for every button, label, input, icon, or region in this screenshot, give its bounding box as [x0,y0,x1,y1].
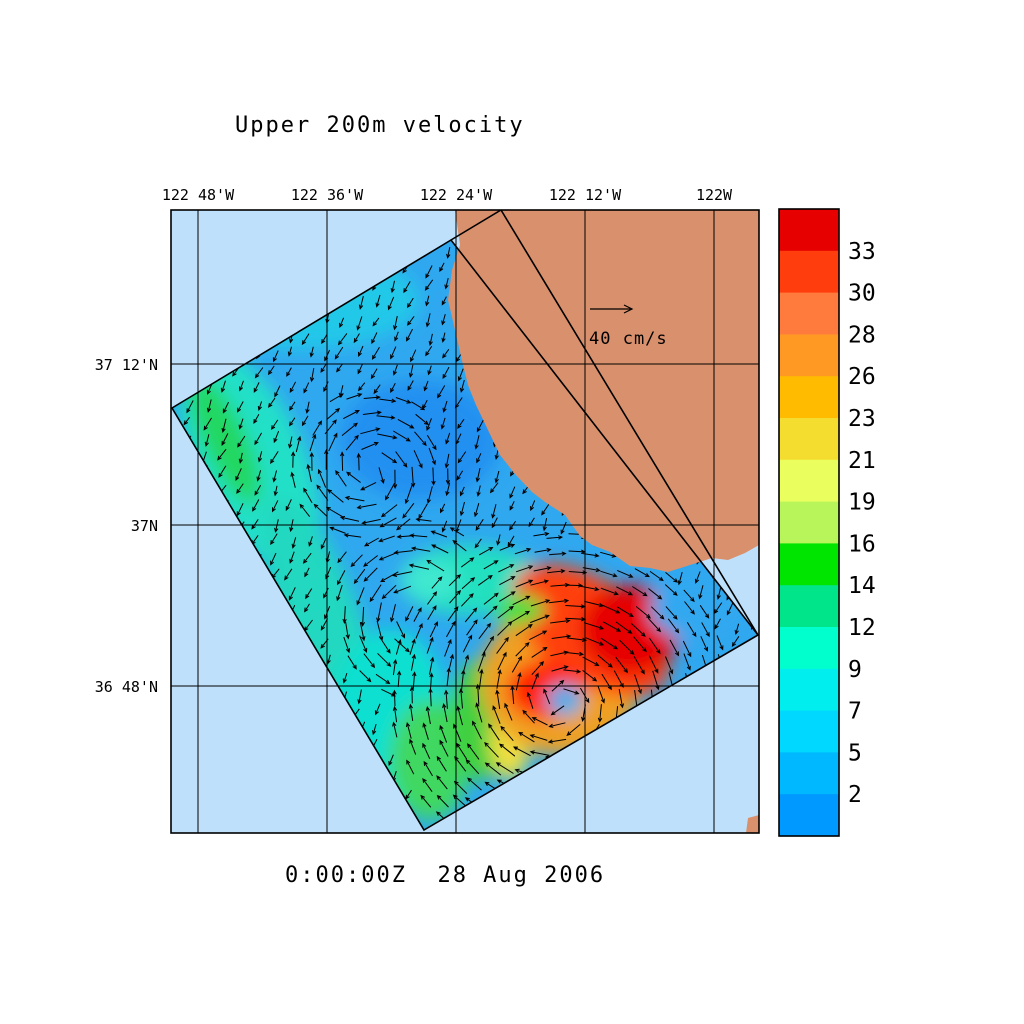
colorbar-label: 2 [848,782,862,808]
colorbar-label: 33 [848,239,876,265]
colorbar-swatch [779,292,839,335]
colorbar-frame [778,208,840,837]
scale-arrow-label: 40 cm/s [589,329,668,349]
timestamp-label: 0:00:00Z 28 Aug 2006 [285,863,605,888]
lon-label: 122 12'W [549,186,622,204]
lon-label: 122W [696,186,733,204]
land-area [448,210,759,572]
lat-label: 37N [131,517,158,535]
colorbar-label: 7 [848,699,862,725]
colorbar-swatches [779,209,839,837]
longitude-labels: 122 48'W 122 36'W 122 24'W 122 12'W 122W [162,186,733,204]
colorbar-label: 14 [848,573,876,599]
graticule [171,210,759,833]
lon-label: 122 48'W [162,186,235,204]
colorbar-swatch [779,334,839,377]
colorbar-swatch [779,209,839,252]
colorbar-swatch [779,418,839,461]
colorbar-label: 26 [848,364,876,390]
lat-label: 36 48'N [95,678,158,696]
colorbar-label: 5 [848,740,862,766]
colorbar-swatch [779,459,839,503]
colorbar-label: 21 [848,448,876,474]
colorbar-swatch [779,376,839,419]
colorbar-swatch [779,543,839,586]
colorbar-swatch [779,250,839,294]
scale-arrow [590,304,634,314]
domain-outline-extension [450,210,502,241]
colorbar-label: 30 [848,281,876,307]
latitude-labels: 37 12'N 37N 36 48'N [95,356,158,696]
land-area-small [746,815,759,833]
colorbar: 33 30 28 26 23 21 19 16 14 12 9 7 5 2 [778,208,876,837]
colorbar-swatch [779,627,839,670]
colorbar-swatch [779,585,839,628]
lon-label: 122 24'W [420,186,493,204]
domain-outline-extension [500,210,759,636]
colorbar-swatch [779,752,839,795]
colorbar-swatch [779,668,839,712]
colorbar-label: 23 [848,406,876,432]
map-panel: 40 cm/s [171,210,759,833]
map-title: Upper 200m velocity [235,113,525,138]
lat-label: 37 12'N [95,356,158,374]
colorbar-swatch [779,501,839,544]
colorbar-label: 9 [848,657,862,683]
colorbar-label: 19 [848,490,876,516]
colorbar-swatch [779,710,839,753]
colorbar-label: 16 [848,531,876,557]
map-frame [170,209,760,834]
colorbar-label: 12 [848,615,876,641]
colorbar-labels: 33 30 28 26 23 21 19 16 14 12 9 7 5 2 [848,239,876,808]
colorbar-label: 28 [848,322,876,348]
lon-label: 122 36'W [291,186,364,204]
colorbar-swatch [779,794,839,837]
